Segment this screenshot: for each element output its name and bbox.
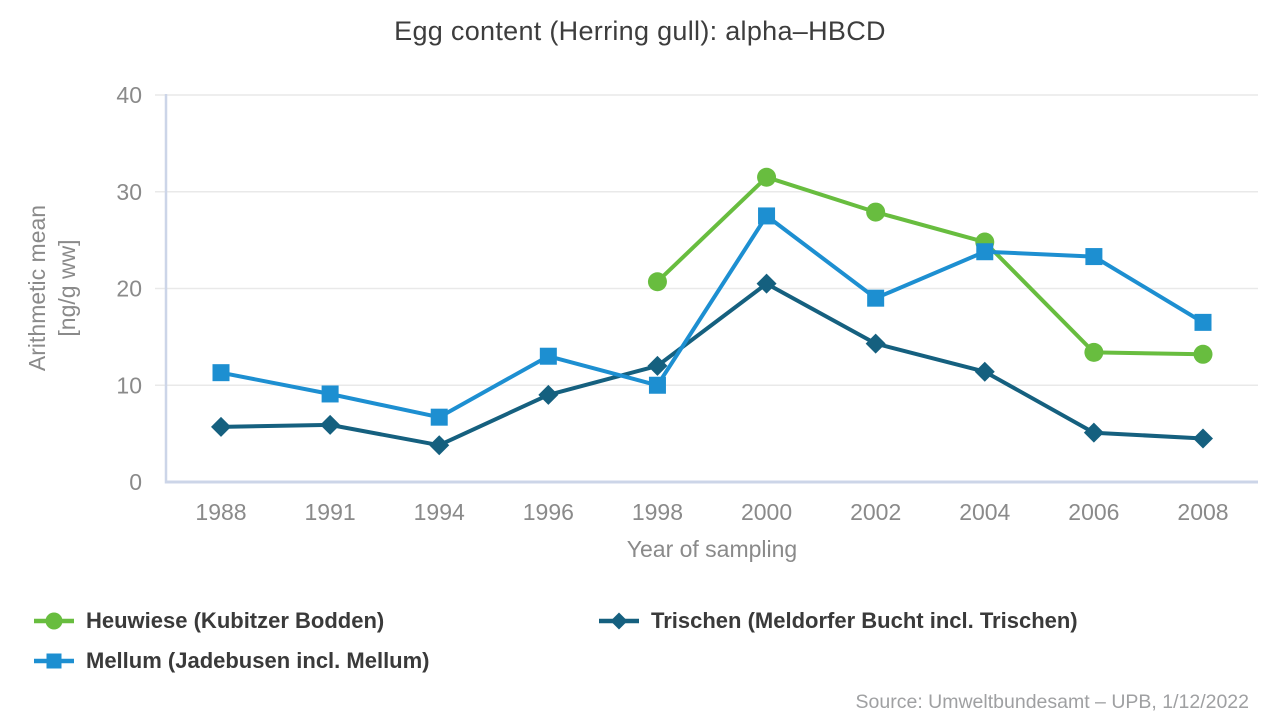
legend-label: Trischen (Meldorfer Bucht incl. Trischen… [651,608,1078,633]
data-point-marker [1083,422,1104,443]
y-tick-label: 20 [116,276,142,302]
data-point-marker [211,416,231,437]
x-tick-label: 1994 [414,499,465,525]
y-tick-label: 10 [116,372,142,398]
diamond-marker-icon [599,612,639,630]
data-point-marker [976,243,994,261]
data-point-marker [538,384,559,405]
x-tick-label: 1988 [195,499,246,525]
x-tick-label: 2002 [850,499,901,525]
series-line-0 [655,175,1205,357]
data-point-marker [1085,248,1103,266]
data-point-marker [756,273,777,294]
circle-marker-icon [34,612,74,630]
x-axis-title: Year of sampling [627,536,797,562]
y-axis-title-line1: Arithmetic mean [24,205,50,371]
series-line-1 [219,281,1205,448]
line-chart-plot: 0 10 20 30 40 1988 1991 1994 1996 1998 2000 2002 200… [24,82,1258,562]
data-point-marker [429,435,450,456]
square-marker-icon [34,653,74,669]
x-tick-label: 1991 [305,499,356,525]
chart-title: Egg content (Herring gull): alpha–HBCD [394,16,886,46]
y-tick-label: 40 [116,82,142,108]
data-point-marker [1194,313,1212,331]
data-point-marker [647,272,667,292]
data-point-marker [757,167,777,187]
series-line-2 [219,213,1205,420]
x-tick-label: 1996 [523,499,574,525]
legend-item-trischen: Trischen (Meldorfer Bucht incl. Trischen… [598,607,1078,635]
legend-label: Heuwiese (Kubitzer Bodden) [86,608,385,633]
y-tick-label: 30 [116,179,142,205]
data-point-marker [212,364,230,382]
data-point-marker [974,361,995,382]
x-tick-label: 2006 [1068,499,1119,525]
x-tick-label: 2008 [1177,499,1228,525]
data-point-marker [430,408,448,426]
data-point-marker [758,207,776,225]
data-point-marker [865,333,886,354]
data-point-marker [647,355,668,376]
data-point-marker [321,385,339,403]
y-axis-title-line2: [ng/g ww] [54,239,80,336]
x-tick-label: 1998 [632,499,683,525]
data-point-marker [320,414,341,435]
source-attribution: Source: Umweltbundesamt – UPB, 1/12/2022 [855,691,1249,713]
data-point-marker [1084,342,1104,362]
data-point-marker [867,289,885,307]
legend-item-mellum: Mellum (Jadebusen incl. Mellum) [33,647,430,675]
y-tick-label: 0 [129,469,142,495]
data-point-marker [539,347,557,365]
data-point-marker [648,376,666,394]
legend-label: Mellum (Jadebusen incl. Mellum) [86,648,430,673]
data-point-marker [866,202,886,222]
x-tick-label: 2004 [959,499,1010,525]
x-tick-label: 2000 [741,499,792,525]
data-point-marker [1193,428,1213,449]
plot-area: 0 10 20 30 40 1988 1991 1994 1996 1998 2000 2002 200… [116,82,1258,525]
legend-item-heuwiese: Heuwiese (Kubitzer Bodden) [33,607,384,635]
data-point-marker [1193,344,1213,364]
